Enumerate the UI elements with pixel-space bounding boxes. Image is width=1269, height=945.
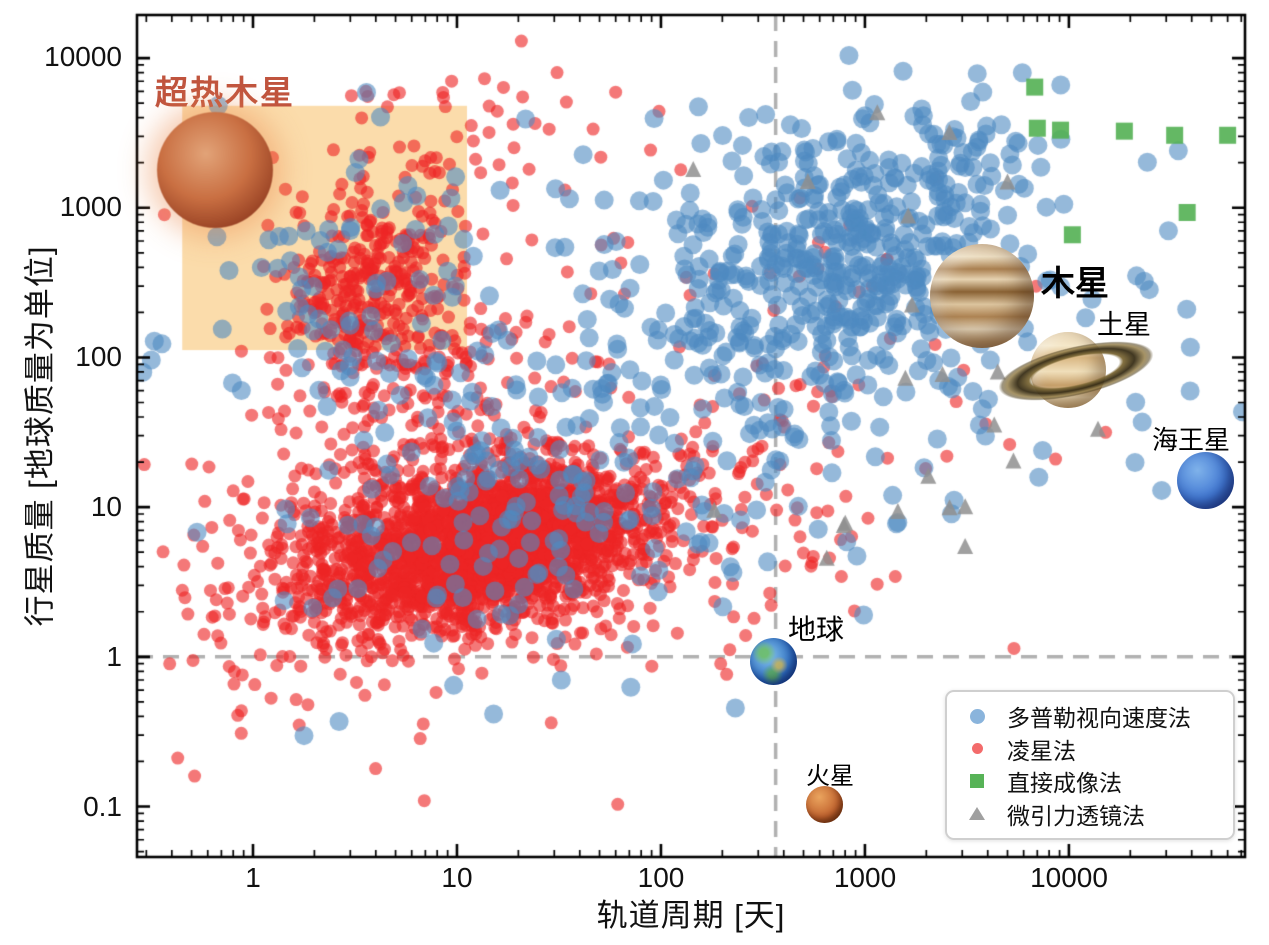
y-axis-title: 行星质量 [地球质量为单位]: [22, 245, 58, 627]
mars-label: 火星: [806, 763, 854, 790]
x-tick-label: 100: [637, 862, 685, 893]
y-tick-label: 100: [75, 341, 122, 372]
gray-triangle-marker-icon: [947, 807, 1007, 821]
legend-item-radial-velocity: 多普勒视向速度法: [947, 701, 1233, 731]
legend-label: 微引力透镜法: [1007, 802, 1145, 829]
neptune-image: [1177, 452, 1234, 509]
blue-circle-marker-icon: [947, 708, 1007, 724]
hot-jupiter-region-label: 超热木星: [155, 74, 295, 111]
x-axis-title: 轨道周期 [天]: [596, 898, 786, 933]
earth-label: 地球: [788, 614, 845, 645]
y-tick-label: 0.1: [83, 791, 122, 822]
legend-item-direct-imaging: 直接成像法: [947, 766, 1233, 796]
legend-label: 凌星法: [1007, 737, 1076, 764]
jupiter-image: [930, 244, 1034, 348]
red-circle-marker-icon: [947, 743, 1007, 755]
legend-item-microlensing: 微引力透镜法: [947, 799, 1233, 829]
legend-item-transit: 凌星法: [947, 734, 1233, 764]
legend-label: 多普勒视向速度法: [1007, 705, 1191, 732]
hot-jupiter-image: [157, 112, 273, 228]
mars-image: [806, 786, 843, 823]
x-tick-label: 1: [245, 862, 261, 893]
x-tick-label: 10000: [1030, 862, 1108, 893]
y-tick-label: 1000: [59, 191, 122, 222]
y-tick-label: 1: [106, 641, 122, 672]
green-square-marker-icon: [947, 774, 1007, 789]
legend-label: 直接成像法: [1007, 770, 1122, 797]
earth-image: [750, 638, 797, 685]
x-tick-label: 1000: [833, 862, 897, 893]
saturn-label: 土星: [1097, 310, 1151, 340]
legend: 多普勒视向速度法 凌星法 直接成像法 微引力透镜法: [945, 690, 1235, 840]
jupiter-label: 木星: [1041, 265, 1109, 303]
y-tick-label: 10: [90, 491, 122, 522]
y-tick-label: 10000: [44, 41, 122, 72]
neptune-label: 海王星: [1152, 425, 1231, 455]
x-tick-label: 10: [441, 862, 473, 893]
